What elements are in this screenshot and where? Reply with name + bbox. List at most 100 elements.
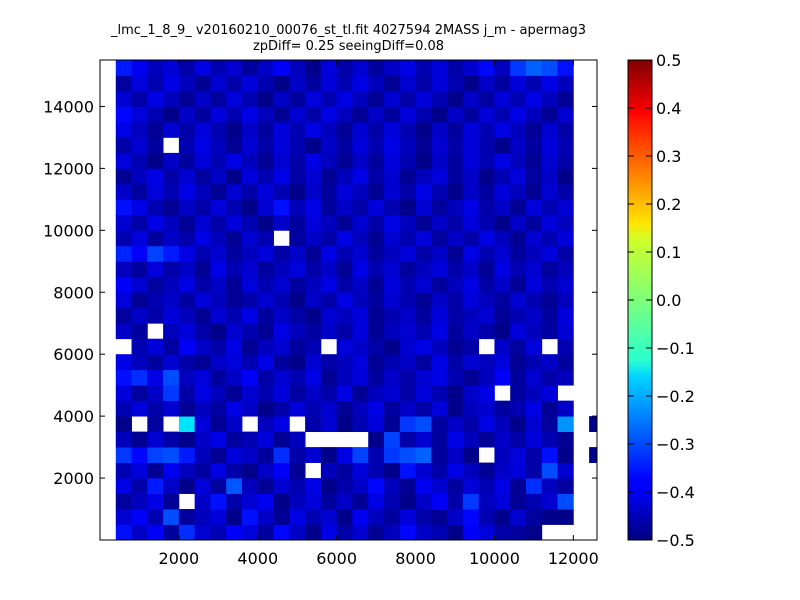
colorbar-tick-label: 0.3 [656,147,681,166]
heatmap-cell [462,478,480,494]
heatmap-cell [541,447,558,463]
heatmap-cell [115,354,132,371]
heatmap-cell [226,292,243,309]
heatmap-cell [336,400,353,417]
heatmap-cell [462,152,480,169]
heatmap-cell [384,431,401,448]
heatmap-cell [115,292,132,309]
heatmap-cell [478,75,495,92]
heatmap-cell [242,168,259,185]
heatmap-cell [494,524,511,541]
heatmap-cell [494,323,511,340]
heatmap-cell [320,152,338,169]
heatmap-cell [257,214,274,231]
heatmap-cell [147,509,164,525]
heatmap-cell [541,60,558,76]
heatmap-cell [115,276,132,293]
heatmap-cell [289,385,306,402]
heatmap-cell [320,230,338,247]
heatmap-cell [242,60,259,76]
heatmap-cell [289,152,306,169]
heatmap-cell [415,323,432,340]
heatmap-cell [415,152,432,169]
heatmap-cell [510,230,527,247]
heatmap-cell [131,276,148,293]
heatmap-cell [131,230,148,247]
heatmap-cell [526,152,543,169]
heatmap-cell [336,338,353,355]
heatmap-cell [431,509,448,525]
heatmap-cell [163,509,180,525]
heatmap-cell [368,137,385,154]
heatmap-cell [368,75,385,92]
heatmap-cell [478,199,495,216]
heatmap-cell [131,137,148,154]
heatmap-cell [557,106,574,123]
heatmap-cell [305,509,322,525]
heatmap-cell [320,60,338,76]
heatmap-cell [415,60,432,76]
heatmap-cell [210,214,227,231]
heatmap-cell [163,385,180,402]
heatmap-cell [447,214,464,231]
heatmap-cell [494,292,511,309]
heatmap-cell [131,292,148,309]
heatmap-cell [399,400,416,417]
heatmap-cell [526,261,543,278]
heatmap-cell [352,323,369,340]
heatmap-cell [431,447,448,463]
heatmap-cell [242,90,259,107]
heatmap-cell [178,168,196,185]
heatmap-cell [289,168,306,185]
heatmap-cell [368,524,385,541]
heatmap-cell [242,493,259,510]
heatmap-cell [447,478,464,494]
heatmap-cell [210,493,227,510]
heatmap-cell [147,90,164,107]
x-tick-label: 2000 [159,549,200,568]
heatmap-cell [431,354,448,371]
heatmap-cell [462,121,480,138]
heatmap-cell [305,478,322,494]
heatmap-cell [384,137,401,154]
heatmap-cell [289,261,306,278]
heatmap-cell [510,307,527,324]
heatmap-cell [257,509,274,525]
heatmap-cell [494,400,511,417]
heatmap-cell [226,416,243,433]
heatmap-cell [242,323,259,340]
heatmap-cell [478,493,495,510]
heatmap-cell [131,183,148,200]
heatmap-cell [178,323,196,340]
heatmap-cell [131,462,148,479]
heatmap-cell [289,60,306,76]
heatmap-cell [415,354,432,371]
heatmap-cell [226,400,243,417]
heatmap-cell [320,292,338,309]
heatmap-cell [336,478,353,494]
heatmap-cell [178,75,196,92]
heatmap-cell [478,60,495,76]
heatmap-cell [557,168,574,185]
heatmap-cell [163,478,180,494]
heatmap-cell [399,75,416,92]
heatmap-cell [257,385,274,402]
heatmap-cell [305,245,322,262]
colorbar-tick-label: −0.3 [656,435,695,454]
heatmap-cell [194,447,211,463]
heatmap-cell [399,307,416,324]
heatmap-cell [384,292,401,309]
heatmap-cell [336,292,353,309]
heatmap-cell [210,168,227,185]
heatmap-cell [557,75,574,92]
heatmap-cell [305,338,322,355]
heatmap-cell [415,183,432,200]
x-tick-label: 8000 [395,549,436,568]
heatmap-cell [415,75,432,92]
heatmap-cell [384,447,401,463]
heatmap-cell [289,121,306,138]
heatmap-cell [257,493,274,510]
heatmap-cell [320,183,338,200]
heatmap-cell [178,214,196,231]
heatmap-cell [462,261,480,278]
